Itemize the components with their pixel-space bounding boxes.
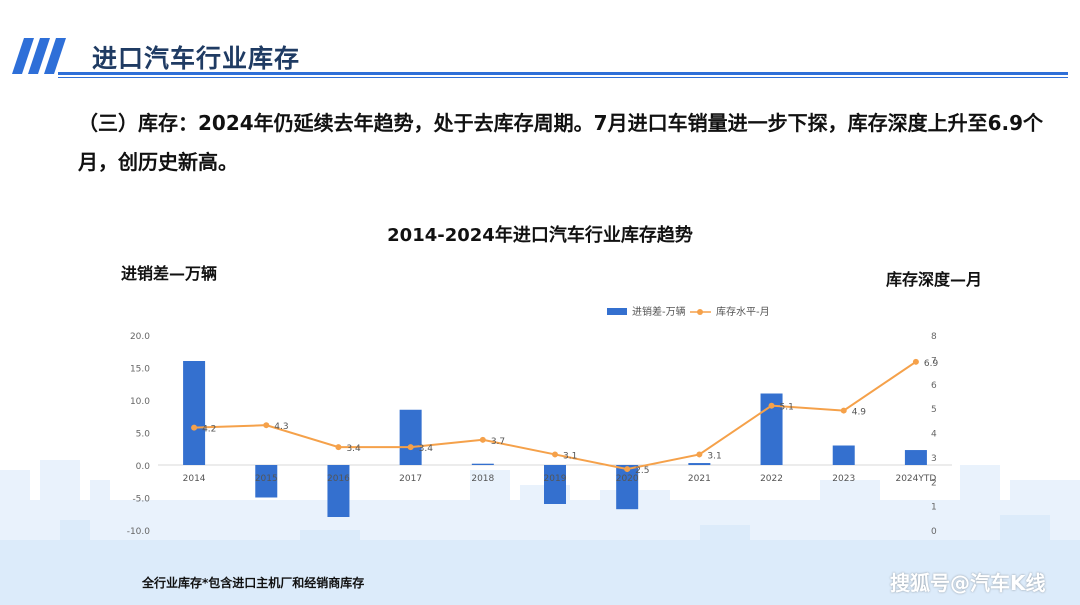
watermark: 搜狐号@汽车K线 [890,571,1046,595]
bar-2014 [183,361,206,465]
left-tick-label: 10.0 [130,397,150,407]
bar-2015 [255,465,278,498]
line-point-label: 3.4 [419,444,434,454]
legend-line-label: 库存水平-月 [716,305,770,318]
legend-bar-swatch [607,308,627,315]
line-point-label: 3.7 [491,437,505,447]
right-axis-title: 库存深度—月 [886,270,983,289]
category-label: 2016 [327,474,350,484]
line-point-2016 [335,444,342,451]
right-tick-label: 4 [931,430,937,440]
line-point-2022 [768,402,775,409]
line-point-2023 [840,407,847,414]
left-tick-label: 5.0 [136,430,151,440]
left-tick-label: 20.0 [130,332,150,342]
bar-2022 [760,393,783,465]
legend-line-marker [697,309,703,315]
line-point-label: 4.2 [202,425,216,435]
right-tick-label: 7 [931,356,937,366]
header-divider-thin [58,77,1068,78]
line-point-label: 3.4 [346,444,361,454]
right-tick-label: 2 [931,478,937,488]
left-tick-label: 0.0 [136,462,151,472]
line-point-2019 [552,451,558,458]
category-label: 2014 [183,474,206,484]
left-tick-label: 15.0 [130,365,150,375]
right-tick-label: 8 [931,332,937,342]
line-point-2024YTD [912,358,919,365]
line-point-label: 6.9 [924,359,939,369]
page-title: 进口汽车行业库存 [92,44,301,73]
footnote: 全行业库存*包含进口主机厂和经销商库存 [142,576,365,590]
bar-2020 [616,465,639,510]
line-point-2014 [191,424,198,431]
legend-bar-label: 进销差-万辆 [632,305,686,318]
right-tick-label: 5 [931,405,937,415]
category-label: 2019 [544,474,567,484]
left-tick-label: -5.0 [132,495,150,505]
line-point-label: 3.1 [707,451,721,461]
category-label: 2022 [760,474,783,484]
section-subtitle: （三）库存：2024年仍延续去年趋势，处于去库存周期。7月进口车销量进一步下探，… [78,111,1044,174]
line-point-2018 [479,436,486,443]
line-point-label: 4.3 [274,422,288,432]
category-label: 2024YTD [895,474,936,484]
line-point-label: 5.1 [780,403,794,413]
category-label: 2018 [471,474,494,484]
right-tick-label: 0 [931,527,937,537]
line-point-2020 [624,466,631,473]
line-point-label: 4.9 [852,408,867,418]
bar-2019 [544,465,566,504]
right-tick-label: 1 [931,503,937,513]
left-tick-label: -10.0 [127,527,151,537]
right-tick-label: 6 [931,381,937,391]
line-point-label: 3.1 [563,451,577,461]
bar-2023 [832,445,855,465]
bar-2017 [399,409,422,465]
category-label: 2023 [832,474,855,484]
bar-2016 [327,465,350,517]
line-point-label: 2.5 [635,466,649,476]
header-divider [58,72,1068,75]
line-point-2017 [407,444,414,451]
bar-2021 [688,463,711,465]
line-point-2015 [263,422,270,429]
chart-title: 2014-2024年进口汽车行业库存趋势 [387,225,693,246]
line-point-2021 [696,451,703,458]
bar-2018 [471,463,494,465]
category-label: 2020 [616,474,639,484]
category-label: 2015 [255,474,278,484]
left-axis-title: 进销差—万辆 [121,264,218,283]
bar-2024YTD [904,450,927,465]
chart-legend: 进销差-万辆 库存水平-月 [607,305,770,318]
category-label: 2017 [399,474,422,484]
logo-stripes [12,38,66,74]
right-tick-label: 3 [931,454,937,464]
category-label: 2021 [688,474,711,484]
